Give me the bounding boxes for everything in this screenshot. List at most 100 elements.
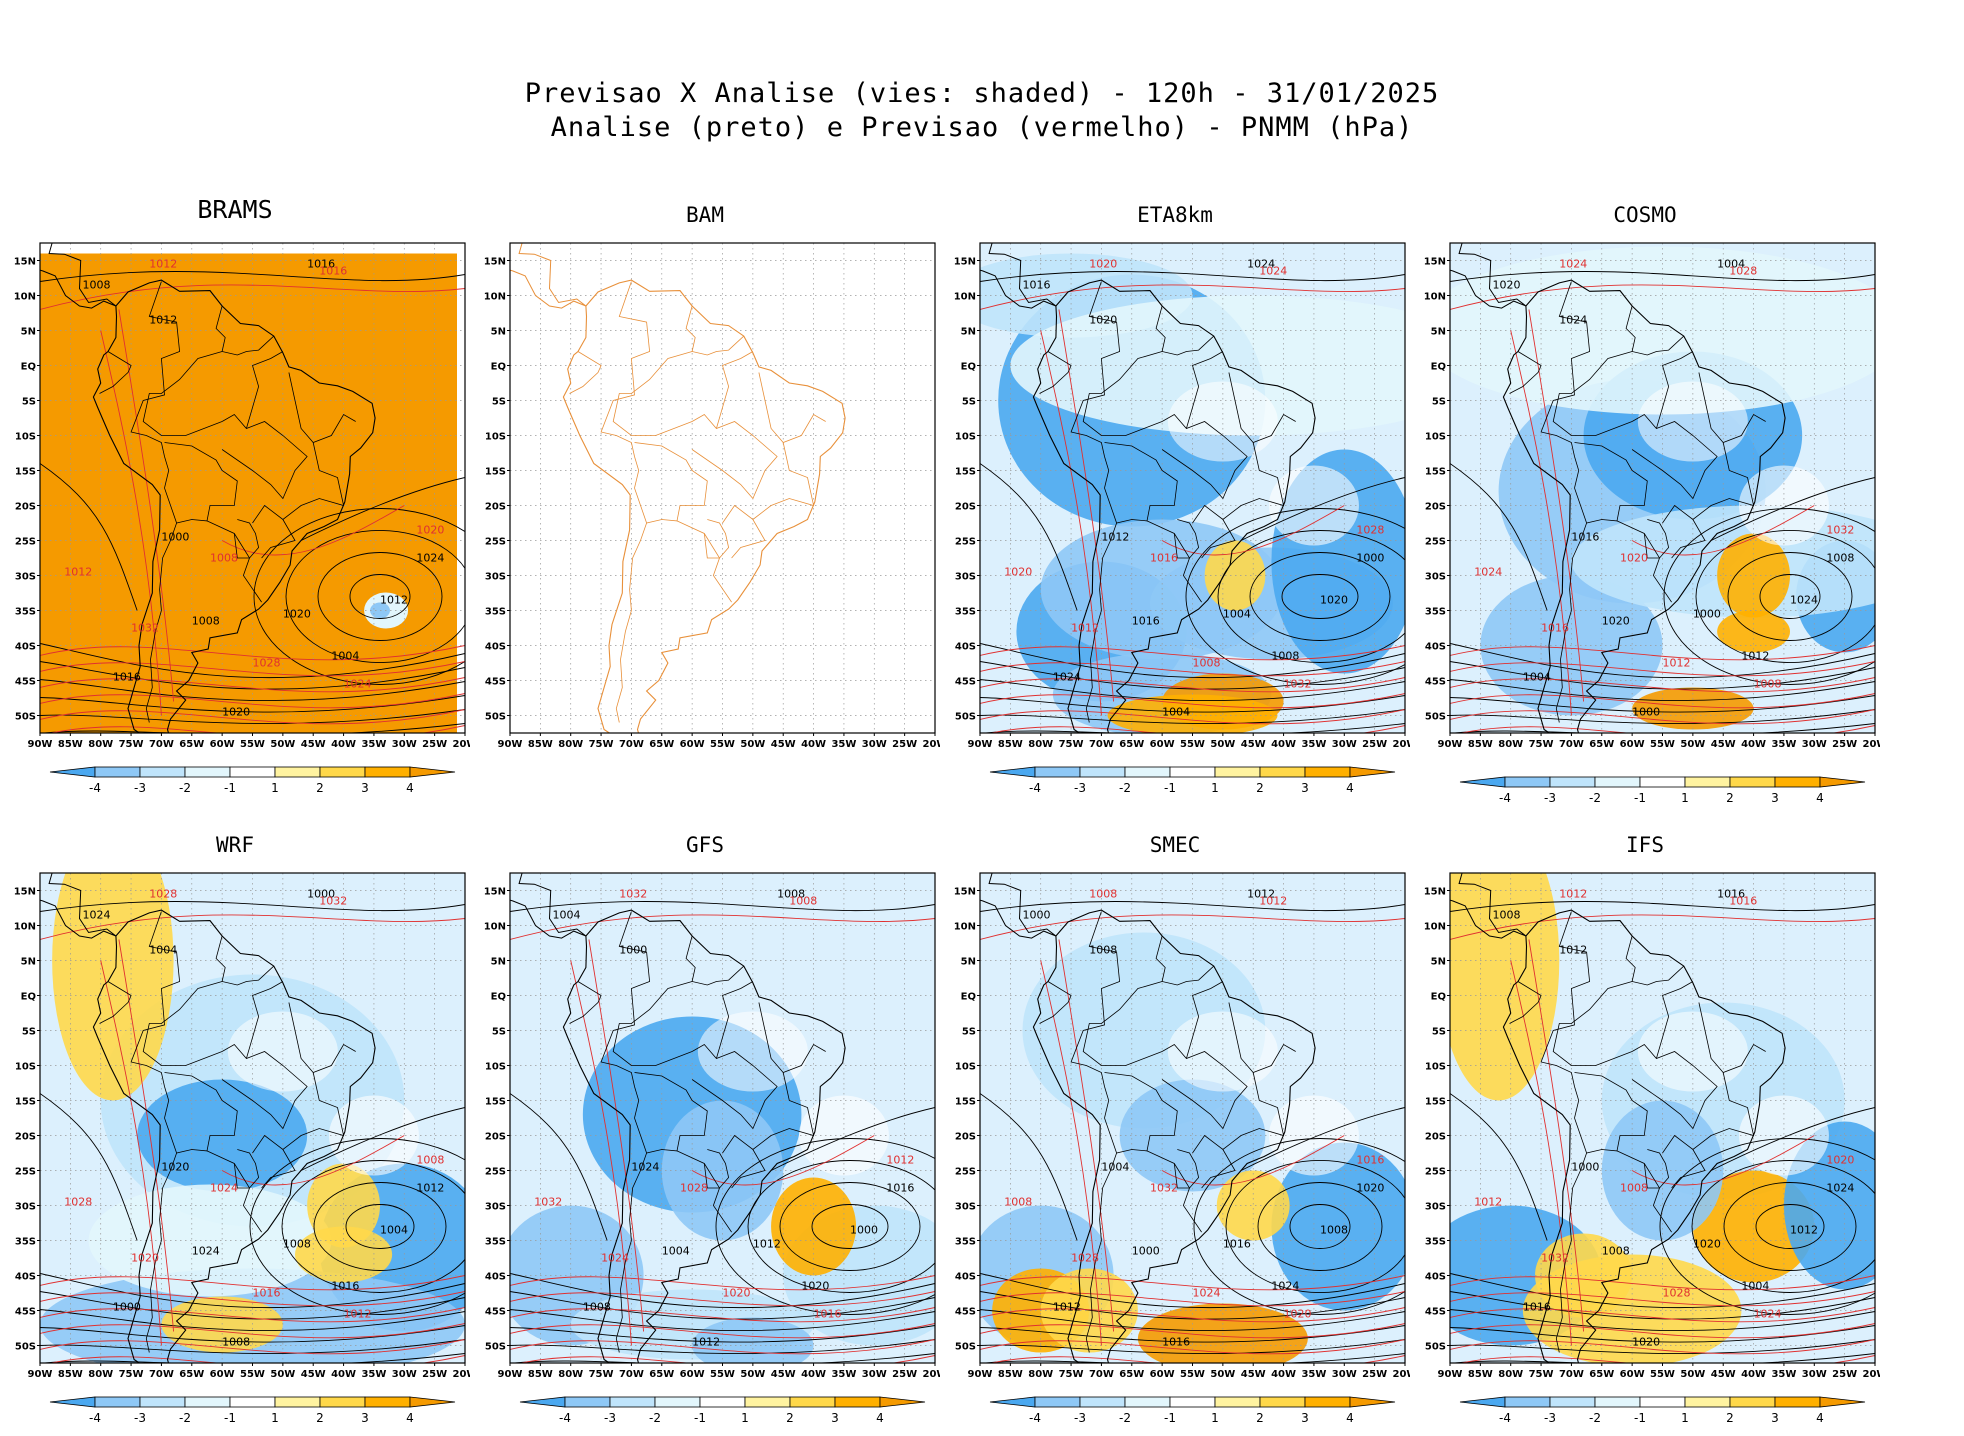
coastline xyxy=(92,909,376,1363)
map-brams: 1008 1012 1016 1020 1024 1004 1000 1008 1012 1016… xyxy=(14,242,470,795)
lon-tick-label: 35W xyxy=(1771,1369,1796,1380)
lon-tick-label: 75W xyxy=(589,739,614,750)
colorbar-label: -4 xyxy=(89,781,101,795)
contour-label: 1012 xyxy=(380,594,408,607)
colorbar-label: -4 xyxy=(1029,1411,1041,1425)
lon-tick-label: 35W xyxy=(1771,739,1796,750)
colorbar-label: -1 xyxy=(224,1411,236,1425)
panel-bam: BAM 15N 10N 5N EQ 5S 10S 15S 20S 25S 30S 35S 40S 45S 5… xyxy=(470,203,940,765)
lon-tick-label: 45W xyxy=(771,1369,796,1380)
contour-label: 1012 xyxy=(692,1336,720,1349)
lon-tick-label: 40W xyxy=(1271,739,1296,750)
coastline xyxy=(1032,909,1316,1363)
contour-label: 1008 xyxy=(1320,1224,1348,1237)
coastline xyxy=(562,279,846,733)
lat-tick-label: 25S xyxy=(485,1167,506,1178)
lon-tick-label: 50W xyxy=(740,739,765,750)
colorbar-swatch xyxy=(1304,766,1351,778)
contour-label: 1024 xyxy=(1559,258,1587,271)
lat-tick-label: 50S xyxy=(955,1342,976,1353)
colorbar-swatch xyxy=(1729,776,1776,788)
contour-label: 1016 xyxy=(1729,895,1757,908)
lat-tick-label: 15N xyxy=(14,257,36,268)
lon-tick-label: 25W xyxy=(422,1369,447,1380)
contour-label: 1016 xyxy=(814,1308,842,1321)
colorbar-swatch xyxy=(1169,766,1216,778)
lon-tick-label: 85W xyxy=(528,1369,553,1380)
contour-label: 1016 xyxy=(1717,888,1745,901)
lat-tick-label: 15N xyxy=(954,887,976,898)
colorbar-swatch xyxy=(1124,766,1171,778)
colorbar-swatch xyxy=(1774,1396,1821,1408)
colorbar-label: -2 xyxy=(179,1411,191,1425)
colorbar-swatch xyxy=(1259,1396,1306,1408)
contour-label: 1004 xyxy=(1162,706,1190,719)
lat-tick-label: 25S xyxy=(955,1167,976,1178)
contour-label: 1004 xyxy=(1101,1161,1129,1174)
lat-tick-label: 5N xyxy=(1431,327,1446,338)
contour-label: 1024 xyxy=(1193,1287,1221,1300)
contour-label: 1004 xyxy=(149,944,177,957)
contour-label: 1028 xyxy=(1663,1287,1691,1300)
bias-blob xyxy=(771,1177,857,1276)
lon-tick-label: 90W xyxy=(28,1369,53,1380)
contour-label: 1012 xyxy=(1101,531,1129,544)
colorbar-swatch xyxy=(1594,776,1641,788)
colorbar-swatch xyxy=(699,1396,746,1408)
colorbar-swatch xyxy=(989,1396,1036,1408)
lat-tick-label: 15N xyxy=(484,257,506,268)
lat-tick-label: 10S xyxy=(485,1062,506,1073)
colorbar-swatch xyxy=(1549,776,1596,788)
lon-tick-label: 85W xyxy=(58,1369,83,1380)
colorbar-label: 2 xyxy=(1256,781,1264,795)
contour-label: 1020 xyxy=(801,1280,829,1293)
colorbar-swatch xyxy=(1639,776,1686,788)
contour-label: 1000 xyxy=(307,888,335,901)
figure-title-line1: Previsao X Analise (vies: shaded) - 120h… xyxy=(524,78,1440,109)
coastline xyxy=(562,909,846,1363)
colorbar-swatch xyxy=(1349,1396,1396,1408)
colorbar-swatch xyxy=(49,766,96,778)
contour-label: 1016 xyxy=(307,258,335,271)
lon-tick-label: 20W xyxy=(1393,739,1410,750)
panel-smec: SMEC 1000 1008 1012 1016 1020 1024 1004 1000 1008… xyxy=(940,833,1410,1425)
contour-label: 1032 xyxy=(131,622,159,635)
contour-label: 1000 xyxy=(161,531,189,544)
contour-label: 1004 xyxy=(380,1224,408,1237)
lat-tick-label: 15N xyxy=(484,887,506,898)
lon-tick-label: 45W xyxy=(1711,739,1736,750)
bias-field-brams xyxy=(40,253,457,733)
lon-tick-label: 35W xyxy=(831,739,856,750)
lon-tick-label: 65W xyxy=(1589,739,1614,750)
lon-tick-label: 85W xyxy=(998,739,1023,750)
colorbar-swatch xyxy=(564,1396,611,1408)
contour-label: 1020 xyxy=(1320,594,1348,607)
colorbar-label: 1 xyxy=(1681,1411,1689,1425)
lat-tick-label: 20S xyxy=(1425,1132,1446,1143)
lon-tick-label: 25W xyxy=(1832,739,1857,750)
lon-tick-label: 40W xyxy=(1741,1369,1766,1380)
colorbar-label: -2 xyxy=(179,781,191,795)
lat-tick-label: 10S xyxy=(955,1062,976,1073)
lat-tick-label: 15S xyxy=(15,467,36,478)
lat-tick-label: 10N xyxy=(1424,292,1446,303)
lon-tick-label: 35W xyxy=(361,1369,386,1380)
colorbar-swatch xyxy=(49,1396,96,1408)
contour-label: 1008 xyxy=(1089,944,1117,957)
colorbar-label: 4 xyxy=(406,781,414,795)
contour-label: 1020 xyxy=(1004,566,1032,579)
colorbar-label: 3 xyxy=(361,1411,369,1425)
colorbar: -4 -3 -2 -1 1 2 3 4 xyxy=(989,1396,1396,1425)
lat-tick-label: 30S xyxy=(1425,1202,1446,1213)
colorbar-label: -1 xyxy=(224,781,236,795)
bias-blob xyxy=(1119,1079,1266,1192)
contour-label: 1024 xyxy=(210,1182,238,1195)
contour-label: 1012 xyxy=(344,1308,372,1321)
lat-tick-label: 50S xyxy=(955,712,976,723)
lon-tick-label: 75W xyxy=(1529,739,1554,750)
contour-label: 1020 xyxy=(283,608,311,621)
lat-tick-label: 20S xyxy=(1425,502,1446,513)
colorbar-swatch xyxy=(184,1396,231,1408)
colorbar-swatch xyxy=(1169,1396,1216,1408)
lon-tick-label: 60W xyxy=(210,1369,235,1380)
